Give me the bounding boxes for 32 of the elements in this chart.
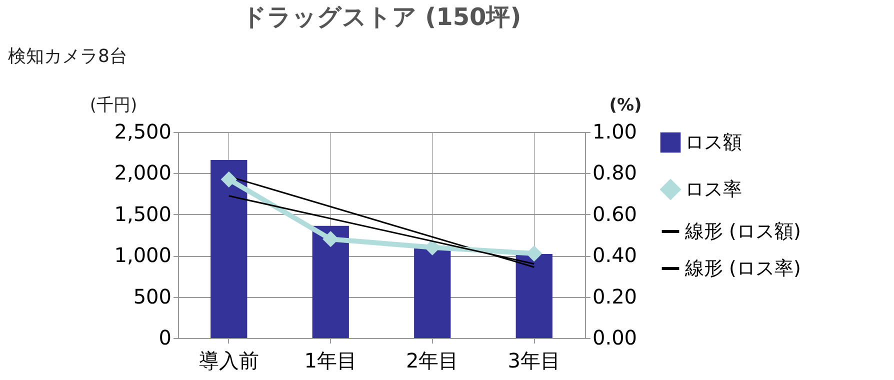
y-tick-label: 1,000 (114, 243, 172, 268)
x-tick-label: 2年目 (406, 348, 459, 372)
y2-tick-label: 0.40 (592, 243, 638, 268)
point (526, 245, 542, 262)
y2-tick-label: 0.00 (592, 326, 638, 350)
legend-label: ロス率 (685, 178, 742, 200)
point (424, 239, 440, 256)
bar (312, 226, 349, 338)
y-tick-label: 2,000 (114, 160, 172, 185)
x-tick-label: 1年目 (304, 348, 357, 372)
y-tick-label: 1,500 (114, 202, 172, 226)
point (220, 171, 237, 188)
x-tick-label: 3年目 (508, 348, 560, 372)
bar (516, 254, 552, 338)
point (322, 231, 339, 248)
y-tick-label: 0 (158, 326, 172, 350)
y2-tick-label: 0.20 (592, 284, 638, 308)
x-tick-label: 導入前 (198, 348, 259, 372)
y2-tick-label: 0.60 (592, 202, 638, 226)
legend-label: 線形 (ロス額) (684, 220, 801, 242)
y-tick-label: 500 (133, 284, 172, 308)
legend-label: ロス額 (685, 132, 742, 154)
bar (210, 160, 248, 338)
chart-title: ドラッグストア (150坪) (242, 3, 522, 31)
text: 検知カメラ8台 (8, 46, 128, 67)
bar (414, 247, 451, 338)
legend-label: 線形 (ロス率) (684, 258, 801, 280)
y2-tick-label: 0.80 (592, 160, 638, 185)
y2-axis-title: (%) (609, 96, 642, 116)
y-axis-title: (千円) (90, 96, 138, 116)
y2-tick-label: 1.00 (592, 120, 638, 144)
y-tick-label: 2,500 (114, 120, 172, 144)
